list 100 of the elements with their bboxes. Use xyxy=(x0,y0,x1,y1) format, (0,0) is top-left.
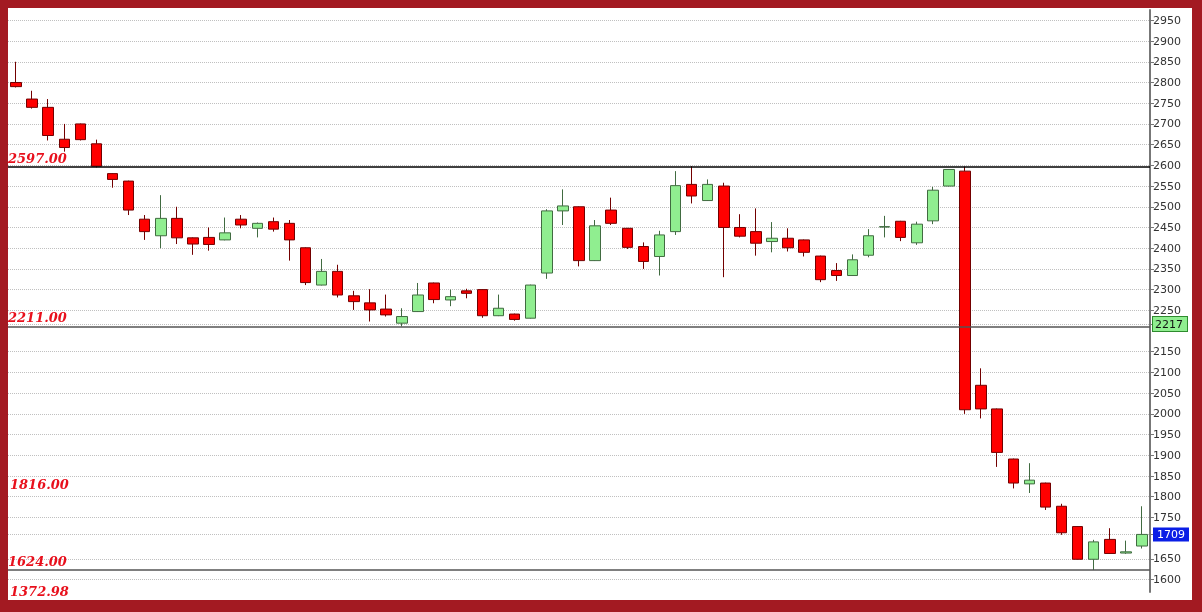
candlestick xyxy=(750,207,762,257)
candlestick xyxy=(557,188,569,226)
y-tick-label: 2100 xyxy=(1153,365,1182,379)
candlestick xyxy=(541,208,553,280)
y-tick-label: 1850 xyxy=(1153,469,1182,483)
candlestick xyxy=(445,289,456,307)
y-tick-label: 2000 xyxy=(1153,407,1182,421)
candlestick xyxy=(766,221,778,253)
candlestick xyxy=(638,241,649,270)
y-tick-label: 2550 xyxy=(1153,179,1182,193)
y-tick-label: 1709 xyxy=(1157,528,1186,542)
y-tick-label: 2850 xyxy=(1153,55,1182,69)
candlestick xyxy=(203,226,215,252)
y-tick-label: 2217 xyxy=(1155,317,1184,331)
candlestick xyxy=(1008,458,1019,489)
candlestick xyxy=(863,228,874,258)
candlestick xyxy=(219,217,231,241)
candlestick xyxy=(187,236,199,256)
candlestick xyxy=(316,258,327,286)
y-tick-label: 2950 xyxy=(1153,13,1182,27)
candlestick xyxy=(622,227,633,250)
candlestick xyxy=(10,61,22,88)
candlestick xyxy=(573,205,585,267)
y-tick-label: 1750 xyxy=(1153,510,1182,524)
candlestick xyxy=(975,367,987,419)
candlestick xyxy=(509,313,520,322)
candlestick xyxy=(26,90,38,110)
candlestick xyxy=(1088,539,1099,571)
y-tick-label: 2450 xyxy=(1153,220,1182,234)
candlestick xyxy=(477,288,488,319)
candlestick xyxy=(1024,462,1035,494)
ref-line-label: 2597.00 xyxy=(7,150,67,166)
candlestick xyxy=(895,220,906,242)
y-tick-label: 1800 xyxy=(1153,490,1182,504)
y-tick-label: 2300 xyxy=(1153,283,1182,297)
candlestick xyxy=(718,182,730,278)
candlestick xyxy=(654,230,665,277)
candlestick xyxy=(1120,540,1132,555)
y-tick-label: 2150 xyxy=(1153,345,1182,359)
candlestick xyxy=(1136,505,1148,550)
candlestick xyxy=(782,227,794,252)
candlestick xyxy=(364,288,376,322)
candlestick xyxy=(42,98,54,141)
candlestick xyxy=(91,139,102,168)
ref-line-label: 2211.00 xyxy=(7,310,67,326)
candlestick xyxy=(396,307,408,327)
candlestick xyxy=(139,214,150,241)
y-tick-label: 2250 xyxy=(1153,303,1182,317)
y-tick-label: 1900 xyxy=(1153,448,1182,462)
y-tick-label: 2800 xyxy=(1153,75,1182,89)
candlestick xyxy=(59,123,70,153)
y-tick-label: 2900 xyxy=(1153,34,1182,48)
candlestick xyxy=(1040,482,1051,511)
y-tick-label: 1600 xyxy=(1153,573,1182,587)
candlestick xyxy=(1056,503,1067,536)
candlestick xyxy=(798,238,810,257)
candlestick xyxy=(252,222,263,238)
y-tick-label: 2350 xyxy=(1153,262,1182,276)
y-tick-label: 2650 xyxy=(1153,138,1182,152)
candlestick xyxy=(428,282,440,304)
y-tick-label: 1650 xyxy=(1153,552,1182,566)
y-tick-label: 2050 xyxy=(1153,386,1182,400)
candlestick xyxy=(348,290,360,311)
annotation: 1372.98 xyxy=(10,584,69,599)
candlestick xyxy=(332,264,343,298)
candlestick xyxy=(943,168,955,187)
y-tick-label: 2750 xyxy=(1153,96,1182,110)
candlestick xyxy=(702,178,713,202)
candlestick xyxy=(734,213,746,238)
y-tick-label: 1950 xyxy=(1153,428,1182,442)
candlestick xyxy=(911,221,923,246)
candlestick xyxy=(1104,527,1116,555)
candlestick xyxy=(412,282,424,313)
candlestick xyxy=(171,206,183,245)
candlestick xyxy=(686,165,697,204)
candlestick xyxy=(107,172,118,189)
candlestick xyxy=(493,294,504,317)
y-tick-label: 2600 xyxy=(1153,158,1182,172)
candlestick xyxy=(815,255,826,283)
candlestick xyxy=(670,170,681,236)
candlestick xyxy=(847,253,858,277)
candlestick xyxy=(300,246,311,286)
candlestick xyxy=(235,214,247,229)
candlestick xyxy=(155,194,167,249)
candlestick xyxy=(605,197,617,226)
candlestick xyxy=(991,407,1003,468)
candlestick xyxy=(589,219,601,262)
candlestick xyxy=(123,180,134,216)
candlestick xyxy=(268,217,279,233)
candlestick xyxy=(959,166,971,415)
candlestick xyxy=(1072,525,1083,561)
y-tick-label: 2400 xyxy=(1153,241,1182,255)
ref-line-label: 1624.00 xyxy=(8,553,67,569)
candlestick xyxy=(927,186,939,225)
candlestick xyxy=(380,294,392,318)
candlestick xyxy=(284,219,295,262)
y-tick-label: 2500 xyxy=(1153,200,1182,214)
y-tick-label: 2700 xyxy=(1153,117,1182,131)
annotation: 1816.00 xyxy=(10,477,69,492)
candlestick xyxy=(879,215,890,238)
